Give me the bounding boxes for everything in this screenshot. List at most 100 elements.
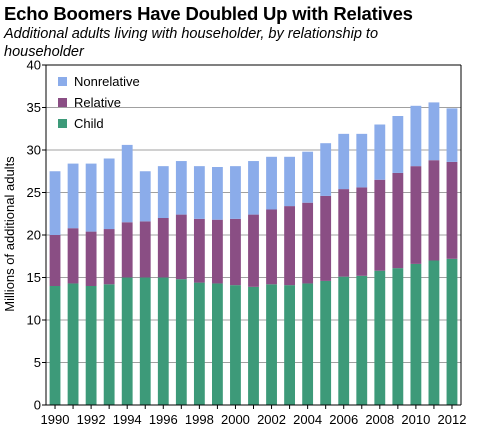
bar-segment-relative <box>266 209 277 285</box>
bar-segment-relative <box>121 222 133 278</box>
bar-segment-nonrelative <box>284 156 295 207</box>
x-tick-label: 2004 <box>293 412 322 427</box>
y-tick-label: 5 <box>34 355 41 370</box>
y-tick-label: 0 <box>34 398 41 413</box>
bar-segment-child <box>302 283 314 405</box>
bar-segment-child <box>338 276 350 405</box>
bar-segment-nonrelative <box>103 158 115 230</box>
bar-segment-relative <box>212 219 223 284</box>
bar-segment-relative <box>193 218 205 283</box>
x-tick-label: 1992 <box>77 412 106 427</box>
bar-segment-relative <box>284 206 295 286</box>
bar-segment-nonrelative <box>266 156 277 210</box>
bar-segment-nonrelative <box>338 133 350 190</box>
bar-segment-child <box>248 286 259 405</box>
bar-segment-relative <box>428 160 440 261</box>
bar-segment-child <box>67 283 79 405</box>
bar-segment-relative <box>446 161 458 259</box>
bar-segment-nonrelative <box>248 161 259 215</box>
bar-segment-child <box>230 285 241 405</box>
bar-segment-child <box>139 277 151 405</box>
bar-segment-nonrelative <box>139 171 151 222</box>
bar-segment-nonrelative <box>428 102 440 161</box>
bar-segment-nonrelative <box>410 105 422 167</box>
bar-segment-nonrelative <box>85 163 97 232</box>
bar-segment-relative <box>139 221 151 278</box>
legend-swatch-relative <box>58 98 67 107</box>
y-tick-label: 15 <box>27 270 41 285</box>
chart-subtitle: Additional adults living with householde… <box>4 26 379 60</box>
x-tick-label: 2006 <box>329 412 358 427</box>
legend-swatch-nonrelative <box>58 77 67 86</box>
legend-label-nonrelative: Nonrelative <box>74 74 140 89</box>
bar-segment-child <box>157 277 169 405</box>
bar-segment-child <box>356 275 368 405</box>
bar-segment-child <box>212 283 223 405</box>
y-tick-label: 20 <box>27 228 41 243</box>
bar-segment-nonrelative <box>392 116 404 173</box>
bar-segment-child <box>374 270 386 405</box>
bar-segment-child <box>49 286 61 405</box>
bar-segment-nonrelative <box>67 163 79 229</box>
bar-segment-relative <box>230 218 241 286</box>
x-tick-label: 2002 <box>257 412 286 427</box>
bar-segment-nonrelative <box>374 124 386 180</box>
bar-segment-relative <box>410 166 422 264</box>
bar-segment-child <box>175 279 187 405</box>
bar-segment-nonrelative <box>193 166 205 219</box>
y-tick-label: 35 <box>27 100 41 115</box>
bar-segment-nonrelative <box>320 143 332 196</box>
bar-segment-relative <box>103 229 115 285</box>
bar-segment-child <box>428 260 440 405</box>
x-tick-label: 1998 <box>185 412 214 427</box>
bar-segment-nonrelative <box>356 133 368 188</box>
chart-title: Echo Boomers Have Doubled Up with Relati… <box>4 3 413 24</box>
x-tick-label: 2008 <box>365 412 394 427</box>
bar-segment-nonrelative <box>175 161 187 215</box>
bar-segment-child <box>284 285 295 405</box>
bar-segment-child <box>85 286 97 405</box>
legend-swatch-child <box>58 119 67 128</box>
bar-segment-relative <box>49 235 61 286</box>
bar-segment-nonrelative <box>49 171 61 235</box>
bar-segment-relative <box>67 228 79 284</box>
bar-segment-relative <box>392 172 404 269</box>
x-tick-label: 2000 <box>221 412 250 427</box>
y-tick-label: 25 <box>27 185 41 200</box>
bar-segment-relative <box>320 195 332 281</box>
bar-segment-relative <box>85 231 97 286</box>
y-axis-label: Millions of additional adults <box>2 156 17 312</box>
legend-label-child: Child <box>74 116 104 131</box>
bar-segment-nonrelative <box>446 108 458 162</box>
bar-segment-relative <box>374 179 386 271</box>
legend-label-relative: Relative <box>74 95 121 110</box>
bar-segment-nonrelative <box>230 166 241 219</box>
bar-segment-child <box>446 258 458 405</box>
bar-segment-relative <box>338 189 350 277</box>
bar-segment-relative <box>157 218 169 278</box>
bar-segment-relative <box>175 214 187 280</box>
x-tick-label: 1994 <box>113 412 142 427</box>
y-tick-label: 30 <box>27 143 41 158</box>
bar-segment-child <box>320 280 332 405</box>
x-tick-label: 2010 <box>401 412 430 427</box>
x-tick-label: 1996 <box>149 412 178 427</box>
bar-segment-relative <box>302 202 314 284</box>
bar-segment-nonrelative <box>121 144 133 223</box>
x-tick-label: 1990 <box>41 412 70 427</box>
bar-segment-nonrelative <box>302 151 314 203</box>
bar-segment-nonrelative <box>157 166 169 218</box>
bar-segment-child <box>103 284 115 405</box>
bar-segment-child <box>392 268 404 405</box>
bar-segment-child <box>410 263 422 405</box>
bar-segment-child <box>121 277 133 405</box>
y-tick-label: 40 <box>27 58 41 73</box>
bar-segment-nonrelative <box>212 167 223 220</box>
bar-segment-relative <box>248 214 259 287</box>
bar-segment-child <box>193 282 205 405</box>
bar-segment-child <box>266 284 277 405</box>
bar-segment-relative <box>356 187 368 276</box>
x-tick-label: 2012 <box>438 412 467 427</box>
y-tick-label: 10 <box>27 313 41 328</box>
